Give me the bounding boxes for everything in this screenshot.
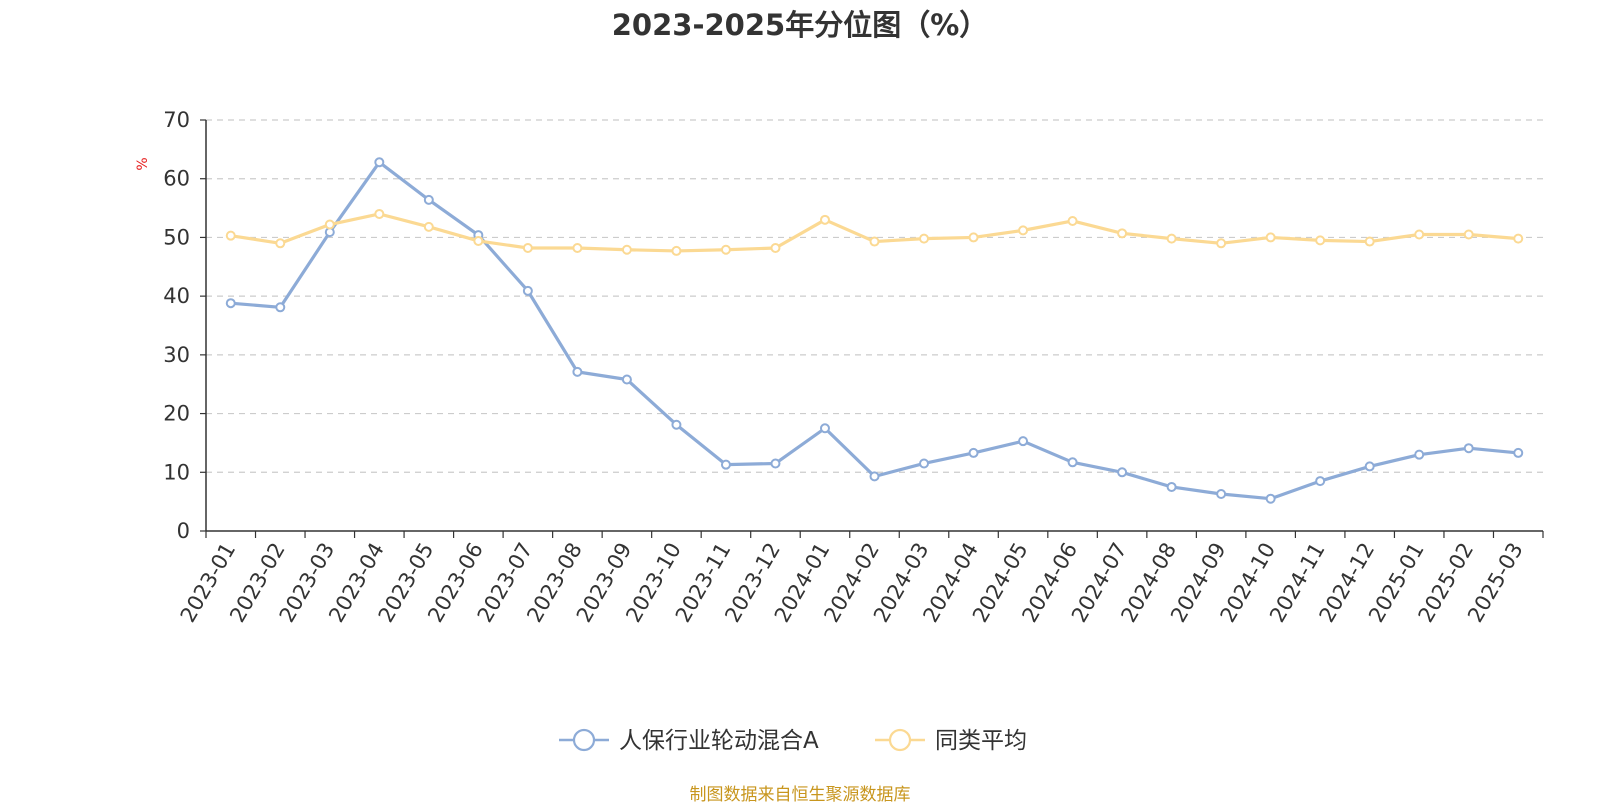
data-point[interactable] xyxy=(1117,467,1128,478)
data-point[interactable] xyxy=(1513,447,1524,458)
data-point[interactable] xyxy=(374,208,385,219)
data-point[interactable] xyxy=(1364,236,1375,247)
data-point[interactable] xyxy=(1414,229,1425,240)
data-point[interactable] xyxy=(225,298,236,309)
y-axis-unit-label: % xyxy=(135,157,151,170)
data-point[interactable] xyxy=(1166,233,1177,244)
data-point[interactable] xyxy=(423,221,434,232)
series-line-0 xyxy=(230,160,1519,501)
data-point[interactable] xyxy=(968,447,979,458)
data-point[interactable] xyxy=(621,244,632,255)
data-point[interactable] xyxy=(671,245,682,256)
data-point[interactable] xyxy=(1216,238,1227,249)
data-point[interactable] xyxy=(522,285,533,296)
data-point[interactable] xyxy=(919,233,930,244)
legend-marker-icon xyxy=(888,728,912,752)
data-point[interactable] xyxy=(1364,461,1375,472)
data-point[interactable] xyxy=(621,374,632,385)
line-chart: 0102030405060702023-012023-022023-032023… xyxy=(135,108,1544,754)
data-point[interactable] xyxy=(1117,228,1128,239)
data-point[interactable] xyxy=(919,458,930,469)
data-point[interactable] xyxy=(1067,457,1078,468)
data-point[interactable] xyxy=(1315,235,1326,246)
data-point[interactable] xyxy=(572,366,583,377)
data-point[interactable] xyxy=(770,242,781,253)
data-point[interactable] xyxy=(1265,493,1276,504)
data-point[interactable] xyxy=(869,471,880,482)
data-point[interactable] xyxy=(770,458,781,469)
legend-item[interactable]: 同类平均 xyxy=(875,728,1027,754)
data-point[interactable] xyxy=(1265,232,1276,243)
series-layer xyxy=(225,157,1524,504)
grid-lines xyxy=(206,119,1543,473)
data-point[interactable] xyxy=(720,459,731,470)
data-point[interactable] xyxy=(1463,443,1474,454)
data-point[interactable] xyxy=(374,157,385,168)
legend-marker-icon xyxy=(572,728,596,752)
y-tick-label: 20 xyxy=(163,402,190,426)
data-point[interactable] xyxy=(1463,229,1474,240)
y-tick-label: 70 xyxy=(163,108,190,132)
data-point[interactable] xyxy=(572,242,583,253)
legend-item[interactable]: 人保行业轮动混合A xyxy=(559,728,819,754)
data-point[interactable] xyxy=(1315,476,1326,487)
data-point[interactable] xyxy=(1018,436,1029,447)
data-point[interactable] xyxy=(225,230,236,241)
data-point[interactable] xyxy=(423,194,434,205)
data-point[interactable] xyxy=(473,235,484,246)
data-point[interactable] xyxy=(324,219,335,230)
data-point[interactable] xyxy=(1414,449,1425,460)
data-point[interactable] xyxy=(1216,489,1227,500)
source-note: 制图数据来自恒生聚源数据库 xyxy=(689,785,911,805)
y-tick-label: 10 xyxy=(163,460,190,484)
legend[interactable]: 人保行业轮动混合A 同类平均 xyxy=(559,728,1027,754)
data-point[interactable] xyxy=(275,302,286,313)
data-point[interactable] xyxy=(275,238,286,249)
data-point[interactable] xyxy=(1513,233,1524,244)
y-tick-label: 30 xyxy=(163,343,190,367)
legend-label: 人保行业轮动混合A xyxy=(619,728,819,754)
data-point[interactable] xyxy=(1067,215,1078,226)
data-point[interactable] xyxy=(819,423,830,434)
data-point[interactable] xyxy=(671,419,682,430)
y-tick-label: 40 xyxy=(163,284,190,308)
legend-label: 同类平均 xyxy=(935,728,1027,754)
data-point[interactable] xyxy=(522,242,533,253)
axes: 0102030405060702023-012023-022023-032023… xyxy=(163,108,1544,626)
y-tick-label: 60 xyxy=(163,167,190,191)
data-point[interactable] xyxy=(1018,225,1029,236)
data-point[interactable] xyxy=(968,232,979,243)
data-point[interactable] xyxy=(869,236,880,247)
data-point[interactable] xyxy=(1166,481,1177,492)
chart-title: 2023-2025年分位图（%） xyxy=(611,8,989,42)
data-point[interactable] xyxy=(720,244,731,255)
y-tick-label: 50 xyxy=(163,225,190,249)
data-point[interactable] xyxy=(819,214,830,225)
y-tick-label: 0 xyxy=(177,519,190,543)
